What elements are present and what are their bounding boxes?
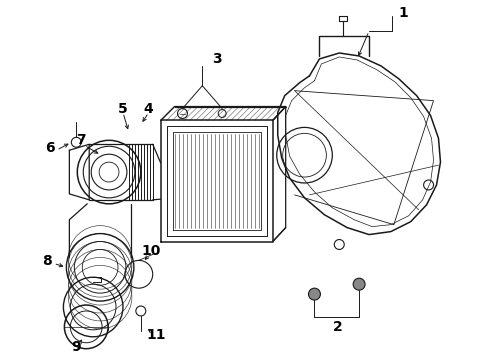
Text: 3: 3 [212, 52, 222, 66]
Text: 2: 2 [332, 320, 342, 334]
Text: 4: 4 [144, 102, 154, 116]
Text: 9: 9 [72, 340, 81, 354]
Text: 1: 1 [399, 6, 409, 20]
Text: 6: 6 [45, 141, 54, 155]
Text: 11: 11 [146, 328, 166, 342]
Text: 7: 7 [76, 133, 86, 147]
Text: 5: 5 [118, 102, 128, 116]
Text: 8: 8 [42, 255, 51, 268]
Circle shape [353, 278, 365, 290]
Circle shape [309, 288, 320, 300]
Text: 10: 10 [141, 244, 160, 258]
